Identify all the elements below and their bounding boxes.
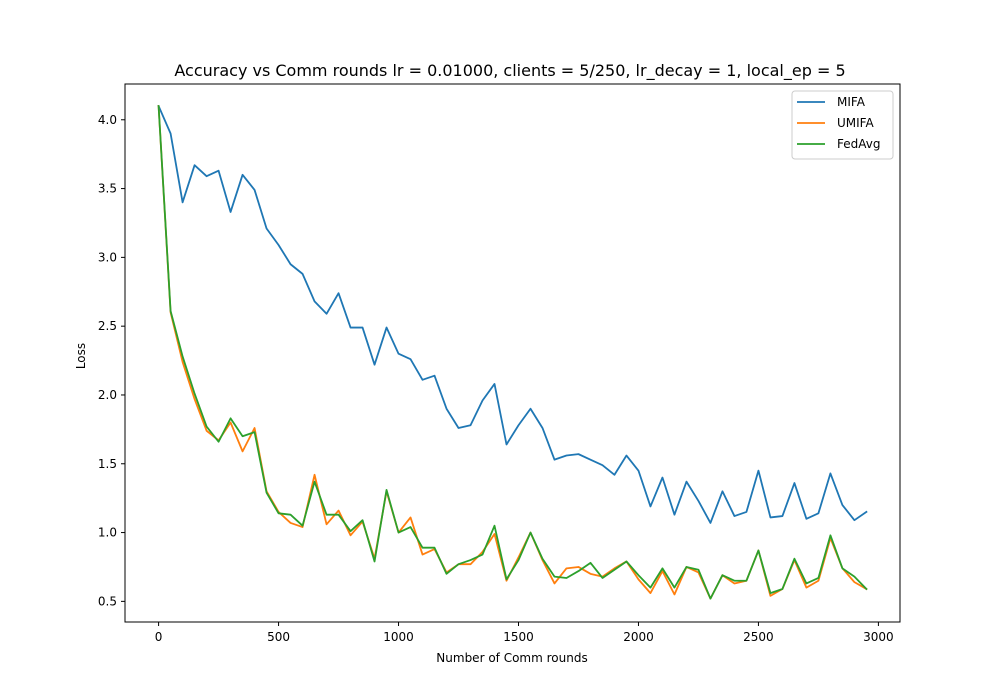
x-axis-title: Number of Comm rounds [436,651,587,665]
plot-area [125,84,900,622]
legend-box [791,90,894,160]
x-tick-label: 2500 [743,630,774,644]
y-tick-label: 3.5 [98,182,117,196]
plot-frame [124,83,901,623]
x-axis: 0 500 1000 1500 2000 2500 3000 [155,622,894,644]
y-tick-label: 4.0 [98,113,117,127]
x-tick-label: 2000 [623,630,654,644]
y-axis-title: Loss [74,343,88,369]
legend-label-fedavg: FedAvg [837,137,880,151]
y-tick-label: 1.0 [98,526,117,540]
legend-label-umifa: UMIFA [837,116,874,130]
x-tick-label: 1500 [503,630,534,644]
series-group [157,104,868,600]
y-axis: 0.5 1.0 1.5 2.0 2.5 3.0 3.5 4.0 [98,113,125,608]
y-tick-label: 2.0 [98,388,117,402]
x-tick-label: 3000 [863,630,894,644]
y-tick-label: 2.5 [98,319,117,333]
series-line-fedavg [157,105,868,600]
series-line-mifa [157,104,868,524]
y-tick-label: 0.5 [98,594,117,608]
chart-title: Accuracy vs Comm rounds lr = 0.01000, cl… [174,61,845,81]
x-tick-label: 1000 [383,630,414,644]
legend: MIFA UMIFA FedAvg [791,90,894,160]
x-tick-label: 0 [155,630,163,644]
legend-label-mifa: MIFA [837,95,866,109]
y-tick-label: 1.5 [98,457,117,471]
x-tick-label: 500 [267,630,290,644]
y-tick-label: 3.0 [98,250,117,264]
